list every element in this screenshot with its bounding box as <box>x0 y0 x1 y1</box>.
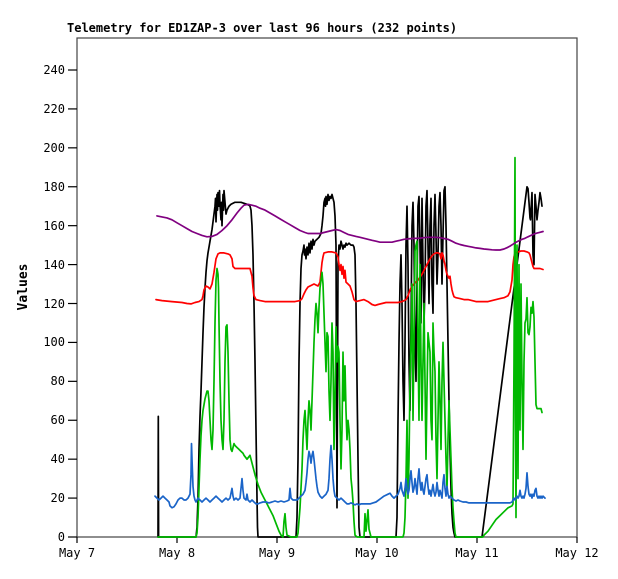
plot-frame <box>76 37 578 538</box>
y-tick-label: 240 <box>43 63 65 77</box>
x-tick-label: May 7 <box>58 546 96 560</box>
y-tick-label: 60 <box>50 413 65 428</box>
y-tick-label: 80 <box>50 374 65 389</box>
series-purple-line <box>156 203 544 251</box>
x-tick-label: May 10 <box>355 546 399 560</box>
y-axis-title: Values <box>16 263 31 311</box>
series-green-line <box>157 156 543 538</box>
y-tick-label: 0 <box>57 530 65 544</box>
x-tick-label: May 12 <box>555 546 599 560</box>
y-tick-label: 200 <box>43 140 65 155</box>
series-blue-line <box>154 442 546 509</box>
x-tick-label: May 8 <box>158 546 196 560</box>
y-tick-label: 40 <box>50 452 65 467</box>
y-tick-label: 140 <box>43 257 65 272</box>
y-tick-label: 20 <box>50 491 65 506</box>
series-red-line <box>155 250 544 307</box>
chart-title: Telemetry for ED1ZAP-3 over last 96 hour… <box>67 21 458 35</box>
y-tick-label: 120 <box>43 296 65 311</box>
y-tick-label: 100 <box>43 335 65 350</box>
y-tick-label: 160 <box>43 218 65 233</box>
x-tick-label: May 11 <box>455 546 499 560</box>
x-tick-label: May 9 <box>258 546 296 560</box>
series-black-line <box>157 185 543 538</box>
y-tick-label: 180 <box>43 179 65 194</box>
y-tick-label: 220 <box>43 101 65 116</box>
